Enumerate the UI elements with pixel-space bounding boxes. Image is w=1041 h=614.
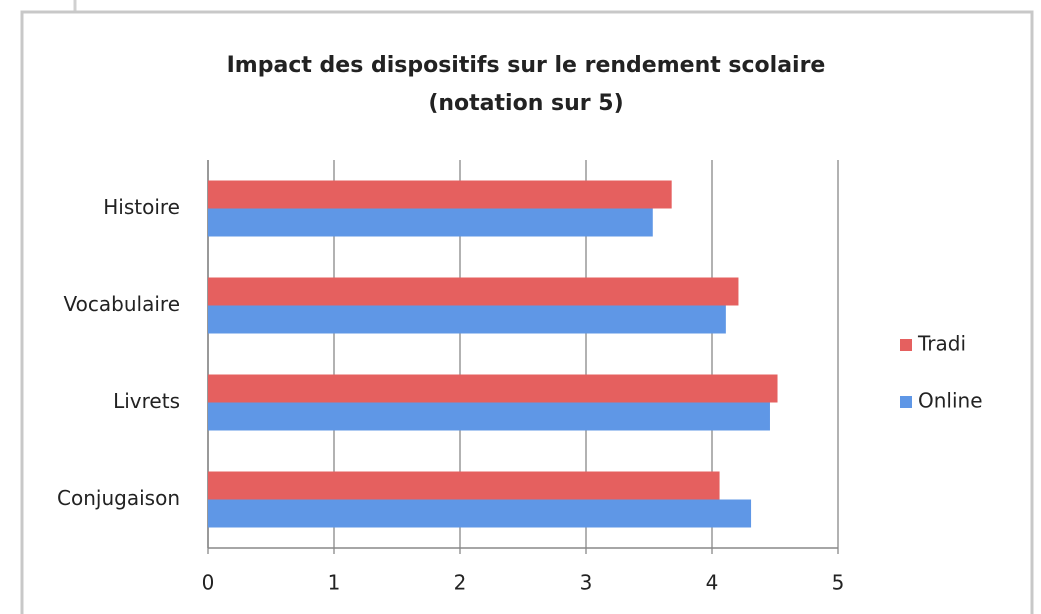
bar bbox=[208, 180, 672, 209]
x-tick-label: 1 bbox=[328, 571, 341, 595]
bar bbox=[208, 374, 778, 403]
legend-label: Tradi bbox=[917, 332, 966, 356]
x-tick-label: 0 bbox=[202, 571, 215, 595]
y-tick-label: Livrets bbox=[113, 389, 180, 413]
legend-label: Online bbox=[918, 389, 983, 413]
x-tick-label: 4 bbox=[706, 571, 719, 595]
bar bbox=[208, 277, 739, 306]
x-tick-label: 2 bbox=[454, 571, 467, 595]
y-tick-label: Vocabulaire bbox=[64, 292, 180, 316]
chart-subtitle: (notation sur 5) bbox=[428, 91, 623, 116]
bar bbox=[208, 471, 720, 500]
bar bbox=[208, 305, 726, 334]
y-tick-label: Conjugaison bbox=[57, 486, 180, 510]
x-tick-label: 3 bbox=[580, 571, 593, 595]
y-tick-label: Histoire bbox=[103, 195, 180, 219]
bar bbox=[208, 402, 770, 431]
legend-swatch bbox=[900, 339, 912, 351]
chart-title: Impact des dispositifs sur le rendement … bbox=[227, 53, 826, 78]
bar bbox=[208, 208, 653, 237]
bar bbox=[208, 499, 752, 528]
x-tick-label: 5 bbox=[832, 571, 845, 595]
legend-swatch bbox=[900, 396, 912, 408]
